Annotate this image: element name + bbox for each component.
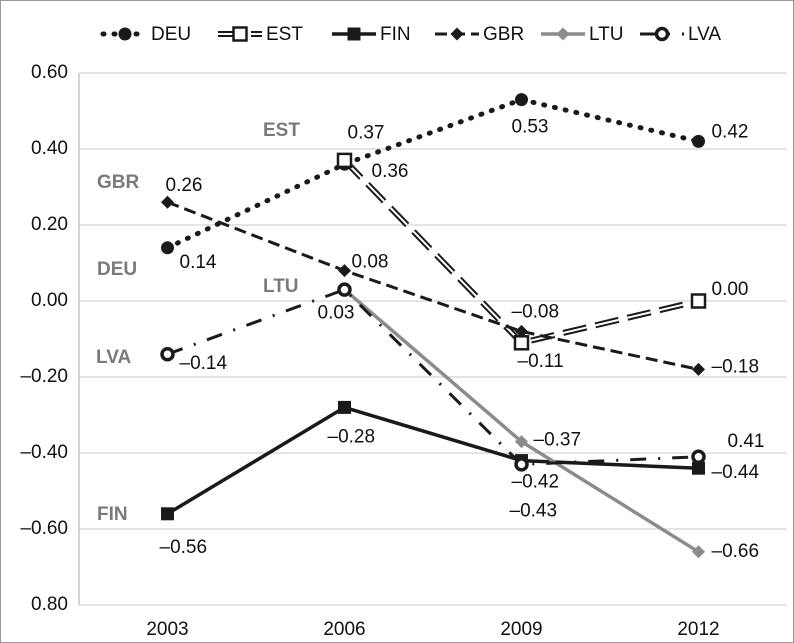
value-label: 0.03 <box>318 303 355 324</box>
y-tick-label: 0.40 <box>31 138 68 159</box>
legend-label: LTU <box>589 24 623 45</box>
point <box>161 241 174 255</box>
y-tick-label: 0.00 <box>31 290 68 311</box>
series <box>160 282 706 472</box>
value-label: –0.42 <box>512 472 560 493</box>
value-label: –0.43 <box>510 500 558 521</box>
y-tick-label: 0.20 <box>31 214 68 235</box>
legend-marker <box>450 27 464 41</box>
line <box>165 96 701 251</box>
point <box>515 435 528 449</box>
legend-label: GBR <box>483 24 524 45</box>
series-annotation: LTU <box>263 276 299 297</box>
value-label: –0.66 <box>712 541 760 562</box>
value-label: –0.11 <box>518 351 564 372</box>
y-tick-label: 0.60 <box>31 62 68 83</box>
y-tick-label: –0.20 <box>20 366 68 387</box>
series <box>161 400 705 521</box>
point <box>338 400 351 414</box>
x-tick-label: 2009 <box>500 619 542 640</box>
legend-label: DEU <box>151 24 191 45</box>
legend-marker <box>118 27 132 41</box>
point <box>692 362 705 376</box>
point <box>691 449 706 465</box>
legend-marker <box>347 27 361 41</box>
series-annotation: GBR <box>97 172 140 193</box>
value-label: –0.28 <box>328 426 376 447</box>
value-label: 0.00 <box>712 279 749 300</box>
value-label: –0.14 <box>180 353 228 374</box>
point <box>515 324 528 338</box>
point <box>690 293 707 309</box>
point <box>514 457 529 472</box>
point <box>161 195 174 209</box>
value-label: 0.42 <box>712 121 749 142</box>
point <box>336 152 353 169</box>
point <box>692 134 705 148</box>
y-tick-label: –0.40 <box>20 442 68 463</box>
y-tick-label: 0.80 <box>31 594 68 615</box>
legend-marker <box>654 26 670 42</box>
value-label: 0.36 <box>372 161 409 182</box>
value-label: 0.37 <box>348 122 385 143</box>
value-label: –0.37 <box>534 430 582 451</box>
legend-label: EST <box>266 24 303 45</box>
point <box>160 346 175 362</box>
point <box>337 282 352 297</box>
series-annotation: DEU <box>97 259 137 280</box>
point <box>515 93 528 107</box>
x-tick-label: 2012 <box>677 619 719 640</box>
legend-label: LVA <box>688 24 721 45</box>
series-annotation: LVA <box>96 347 131 368</box>
value-label: 0.14 <box>180 252 217 273</box>
point <box>161 507 174 521</box>
x-tick-label: 2003 <box>146 619 188 640</box>
series-annotation: EST <box>263 120 300 141</box>
line <box>166 287 699 466</box>
point <box>513 335 530 351</box>
line <box>166 200 699 371</box>
line <box>166 405 699 516</box>
value-label: –0.18 <box>712 356 760 377</box>
value-label: 0.26 <box>166 175 203 196</box>
value-label: –0.56 <box>160 537 208 558</box>
series <box>161 195 705 376</box>
value-label: 0.41 <box>728 431 765 452</box>
point <box>338 264 351 278</box>
legend-marker <box>556 27 570 41</box>
y-tick-label: –0.60 <box>20 518 68 539</box>
legend-label: FIN <box>380 24 411 45</box>
value-label: –0.08 <box>512 301 560 322</box>
value-label: 0.08 <box>352 252 389 273</box>
x-tick-label: 2006 <box>323 619 365 640</box>
legend: DEU EST FIN GBR LTU LVA <box>100 24 721 45</box>
legend-marker <box>232 26 248 42</box>
point <box>692 461 705 475</box>
value-label: 0.53 <box>512 117 549 138</box>
value-label: –0.44 <box>712 462 760 483</box>
series-annotation: FIN <box>97 504 128 525</box>
series <box>336 152 707 351</box>
point <box>692 545 705 559</box>
